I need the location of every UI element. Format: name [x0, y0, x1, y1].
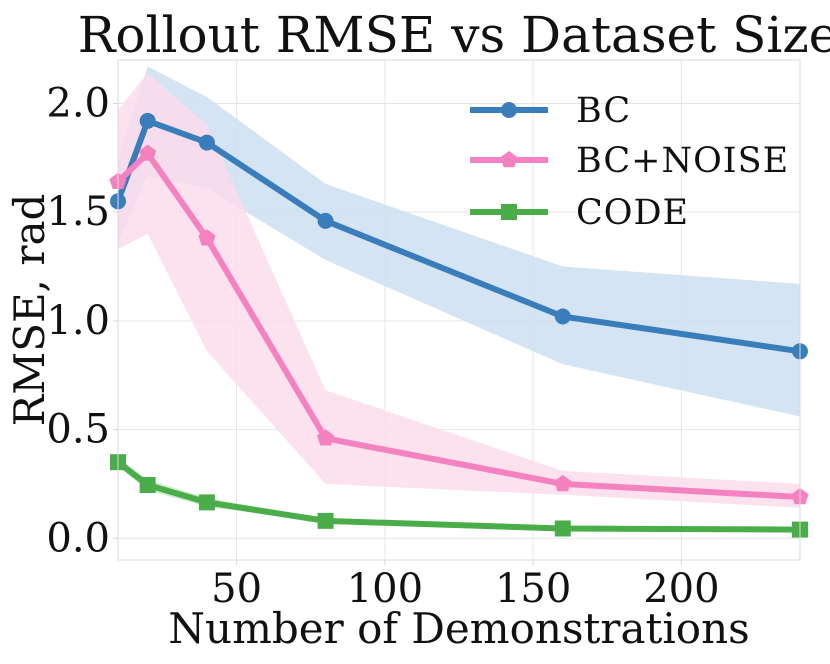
x-tick-label: 200 [643, 566, 719, 612]
legend: BC BC+NOISE CODE [470, 91, 789, 233]
point-bc [198, 134, 215, 151]
point-bc-noise [198, 229, 216, 246]
legend-label-bc-noise: BC+NOISE [576, 141, 789, 181]
legend-marker-bc-noise [500, 151, 518, 168]
legend-marker-bc [501, 102, 517, 118]
legend-label-code: CODE [576, 193, 689, 233]
point-bc-noise [139, 144, 157, 161]
y-axis-label: RMSE, rad [5, 194, 54, 427]
point-code [554, 520, 571, 537]
x-axis-label: Number of Demonstrations [168, 604, 749, 653]
legend-label-bc: BC [576, 91, 631, 131]
point-code [198, 494, 215, 511]
point-bc-noise [554, 474, 572, 492]
point-bc [139, 112, 156, 129]
chart-title: Rollout RMSE vs Dataset Size [78, 6, 830, 64]
line-bc [115, 117, 803, 355]
band-bc-noise [118, 73, 800, 508]
y-tick-label: 1.5 [46, 189, 110, 235]
y-tick-label: 2.0 [46, 80, 110, 126]
x-tick-label: 100 [347, 566, 423, 612]
y-tick-label: 1.0 [46, 298, 110, 344]
axis-ticks: 50 100 150 200 0.0 0.5 1.0 1.5 2.0 [46, 80, 719, 612]
x-tick-label: 150 [495, 566, 571, 612]
point-code [139, 477, 156, 493]
point-code [317, 512, 334, 529]
plot-frame [117, 59, 801, 561]
y-tick-label: 0.0 [46, 515, 110, 561]
y-tick-label: 0.5 [46, 407, 110, 453]
point-bc-noise [317, 429, 335, 446]
point-bc [554, 308, 571, 325]
x-tick-label: 50 [211, 566, 262, 612]
legend-marker-code [501, 204, 517, 220]
point-bc [317, 212, 334, 229]
